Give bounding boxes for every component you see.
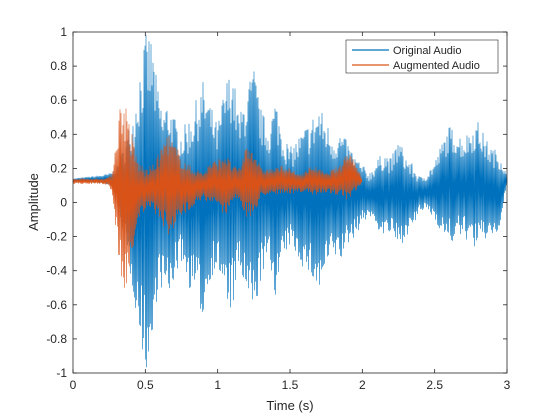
y-tick-label: -1 [56,366,67,380]
y-tick-label: 1 [60,25,67,39]
y-tick-label: -0.8 [46,332,67,346]
x-tick-label: 0.5 [137,378,154,392]
legend-label-original-audio: Original Audio [393,45,462,57]
x-axis-title: Time (s) [266,398,313,413]
legend-label-augmented-audio: Augmented Audio [393,60,480,72]
y-tick-label: -0.4 [46,264,67,278]
x-tick-label: 1.5 [282,378,299,392]
series-augmented-audio-waveform [73,108,363,288]
x-tick-label: 2 [359,378,366,392]
series-layer [73,35,507,368]
legend: Original Audio Augmented Audio [345,39,499,74]
x-axis-ticks: 0 0.5 1 1.5 2 2.5 3 [70,32,511,392]
y-tick-label: 0.2 [50,161,67,175]
y-tick-label: 0.8 [50,59,67,73]
x-tick-label: 3 [504,378,511,392]
y-axis-ticks: -1 -0.8 -0.6 -0.4 -0.2 0 0.2 0.4 0.6 0.8 1 [46,25,507,380]
y-tick-label: 0 [60,196,67,210]
legend-box [345,39,499,74]
series-original-audio-waveform [73,35,507,368]
y-tick-label: 0.6 [50,93,67,107]
y-tick-label: -0.6 [46,298,67,312]
y-tick-label: 0.4 [50,127,67,141]
y-axis-title: Amplitude [26,173,41,231]
plot-area [72,31,508,374]
x-tick-label: 2.5 [426,378,443,392]
y-tick-label: -0.2 [46,230,67,244]
x-tick-label: 0 [70,378,77,392]
x-tick-label: 1 [214,378,221,392]
